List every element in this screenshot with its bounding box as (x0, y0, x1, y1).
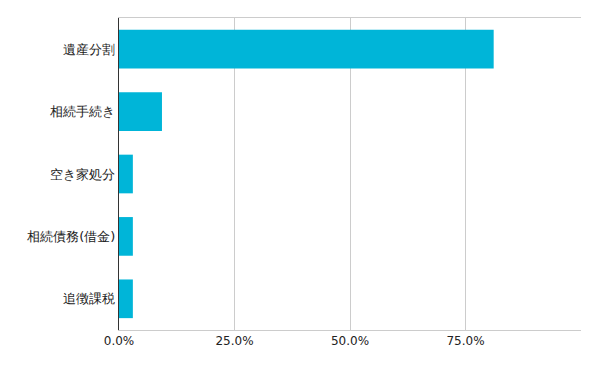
svg-text:相続手続き: 相続手続き (50, 104, 115, 119)
svg-text:25.0%: 25.0% (215, 334, 253, 348)
svg-text:空き家処分: 空き家処分 (50, 167, 115, 182)
svg-text:追徴課税: 追徴課税 (63, 291, 115, 306)
svg-text:遺産分割: 遺産分割 (63, 42, 115, 57)
svg-text:相続債務(借金): 相続債務(借金) (27, 229, 115, 244)
svg-text:50.0%: 50.0% (331, 334, 369, 348)
svg-text:0.0%: 0.0% (104, 334, 135, 348)
svg-text:75.0%: 75.0% (446, 334, 484, 348)
